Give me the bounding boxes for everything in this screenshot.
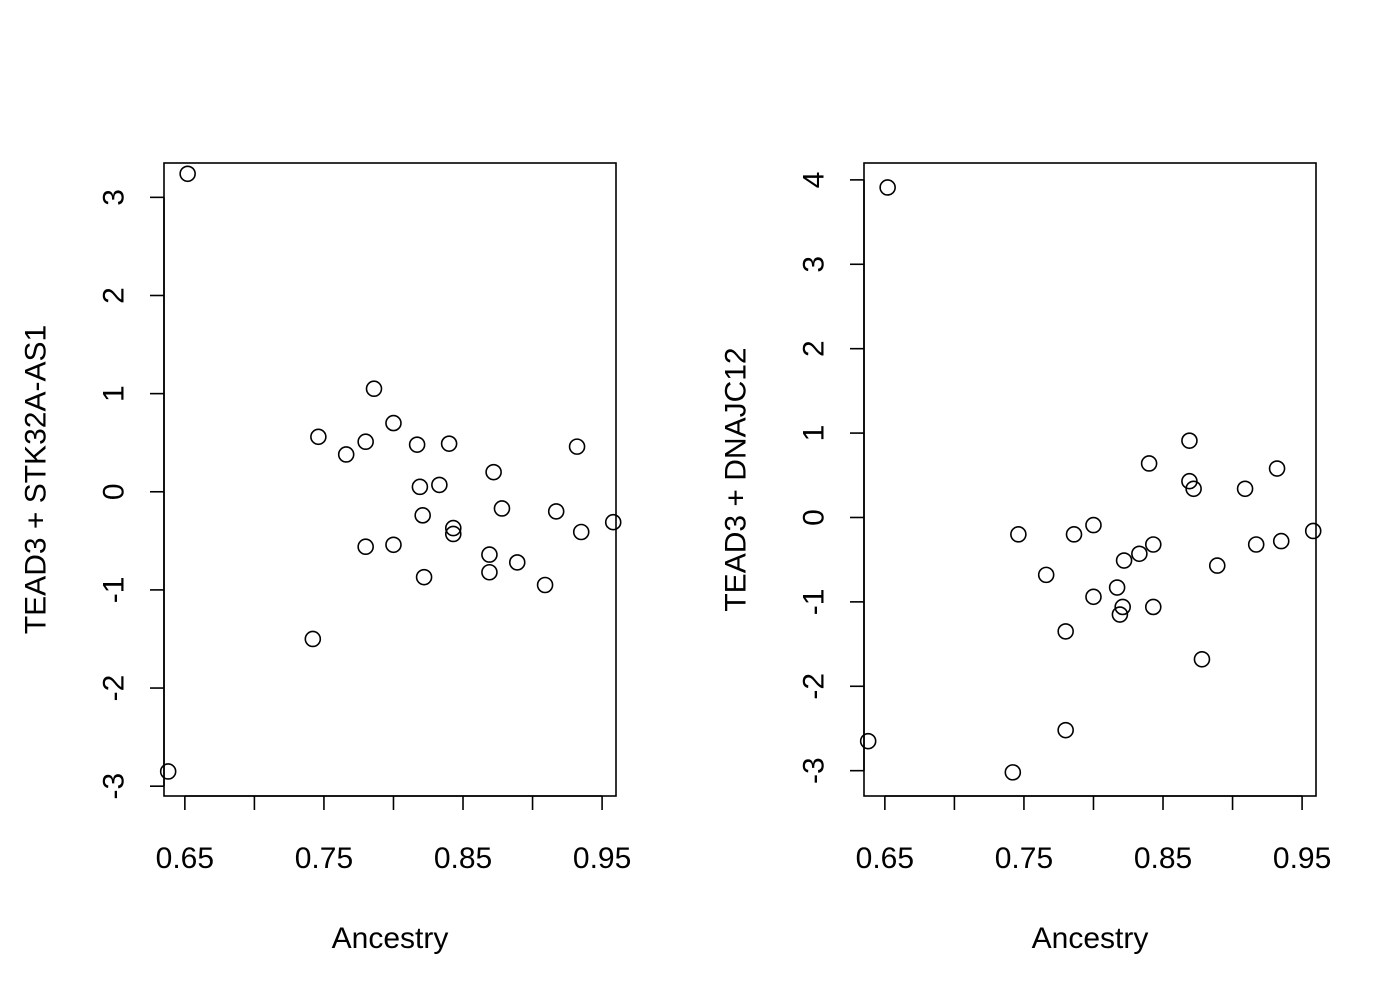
data-point	[1181, 432, 1198, 449]
data-point	[879, 179, 896, 196]
x-tick-label: 0.75	[295, 842, 353, 875]
data-point	[1065, 526, 1083, 543]
data-point	[859, 732, 877, 750]
y-tick-label: 2	[798, 340, 831, 357]
data-point	[1140, 455, 1158, 472]
data-point	[536, 576, 554, 594]
data-point	[1236, 480, 1254, 498]
data-point	[1268, 460, 1286, 477]
data-point	[508, 554, 526, 571]
x-tick-label: 0.65	[156, 842, 214, 875]
y-tick-label: -2	[98, 675, 131, 702]
data-point	[179, 165, 196, 183]
data-point	[1108, 579, 1126, 596]
data-point	[365, 380, 383, 398]
y-axis-label: TEAD3 + STK32A-AS1	[20, 325, 53, 634]
data-point	[572, 523, 590, 541]
y-tick-label: 2	[98, 287, 131, 304]
x-axis-label: Ancestry	[1032, 922, 1149, 955]
data-point	[1131, 545, 1148, 563]
data-point	[304, 630, 322, 648]
data-point	[1247, 536, 1265, 553]
data-point	[1272, 532, 1290, 550]
y-tick-label: 3	[798, 256, 831, 273]
plot-frame	[863, 162, 1317, 797]
data-point	[357, 538, 374, 556]
data-point	[481, 546, 498, 563]
data-point	[385, 536, 402, 554]
data-point	[1037, 566, 1055, 584]
x-tick-label: 0.85	[1134, 842, 1192, 875]
data-point	[604, 513, 622, 531]
y-tick-label: -2	[798, 673, 831, 700]
data-point	[1010, 526, 1027, 543]
data-point	[1193, 650, 1211, 668]
y-tick-label: 3	[98, 189, 131, 206]
data-point	[1208, 557, 1226, 574]
y-tick-label: 4	[798, 172, 831, 189]
data-point	[385, 414, 402, 432]
data-point	[1111, 606, 1129, 623]
data-point	[1004, 764, 1022, 781]
x-tick-label: 0.95	[573, 842, 631, 875]
data-point	[1114, 598, 1131, 616]
x-tick-label: 0.75	[995, 842, 1053, 875]
data-point	[415, 568, 433, 586]
data-point	[1085, 588, 1102, 606]
y-tick-label: -1	[98, 577, 131, 604]
data-point	[1144, 536, 1162, 553]
y-tick-label: 0	[98, 483, 131, 500]
data-point	[1057, 623, 1074, 640]
y-tick-label: 1	[798, 425, 831, 442]
scatter-panel-stk32a: 0.65 0.75 0.85 0.95 -3 -2 -1 0 1 2 3 Ancestry TEAD3 …	[20, 162, 631, 955]
data-point	[310, 428, 327, 446]
plot-frame	[163, 162, 617, 797]
data-point	[1304, 522, 1322, 540]
y-tick-label: -1	[798, 589, 831, 616]
data-point	[568, 438, 586, 455]
y-tick-label: -3	[798, 757, 831, 784]
scatter-panel-dnajc12: 0.65 0.75 0.85 0.95 -3 -2 -1 0 1 2 3 4 Ancestry TEAD3…	[720, 162, 1331, 955]
data-point	[547, 503, 565, 520]
data-point	[481, 563, 498, 581]
data-point	[1144, 598, 1162, 616]
y-tick-label: -3	[98, 773, 131, 800]
y-tick-label: 1	[98, 385, 131, 402]
data-point	[485, 463, 502, 481]
y-tick-label: 0	[798, 509, 831, 526]
data-point	[411, 478, 429, 496]
data-point	[1185, 480, 1202, 498]
data-point	[414, 507, 431, 524]
data-point	[159, 763, 177, 780]
data-point	[337, 446, 355, 463]
data-point	[1057, 721, 1074, 739]
data-point	[444, 519, 462, 537]
data-point	[357, 433, 374, 451]
x-axis-label: Ancestry	[332, 922, 449, 955]
data-point	[1115, 552, 1133, 569]
data-point	[440, 435, 458, 452]
data-point	[1085, 516, 1102, 534]
y-axis-label: TEAD3 + DNAJC12	[720, 347, 753, 611]
data-point	[408, 436, 426, 453]
x-tick-label: 0.95	[1273, 842, 1331, 875]
data-point	[431, 476, 448, 494]
x-tick-label: 0.85	[434, 842, 492, 875]
data-point	[444, 525, 462, 543]
data-point	[493, 500, 511, 517]
x-tick-label: 0.65	[856, 842, 914, 875]
